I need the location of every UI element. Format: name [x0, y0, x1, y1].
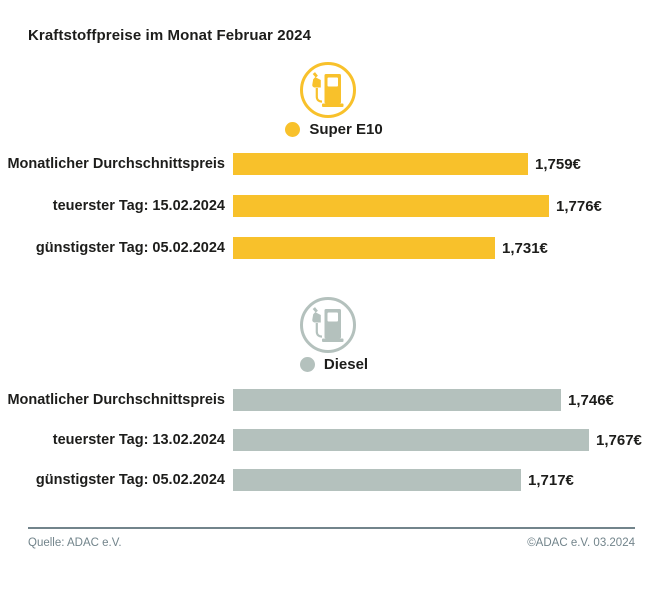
legend-dot — [299, 356, 315, 372]
legend-super-e10: Super E10 — [0, 120, 668, 138]
bar-value: 1,759€ — [535, 155, 581, 173]
legend-diesel: Diesel — [0, 355, 668, 373]
bar-label: teuerster Tag: 13.02.2024 — [52, 432, 225, 448]
bar-row: günstigster Tag: 05.02.2024 1,731€ — [0, 237, 668, 259]
bar-diesel-max — [233, 429, 589, 451]
bar-label: teuerster Tag: 15.02.2024 — [52, 198, 225, 214]
bar-diesel-min — [233, 469, 521, 491]
bar-label: Monatlicher Durchschnittspreis — [7, 392, 225, 408]
page-title: Kraftstoffpreise im Monat Februar 2024 — [28, 27, 312, 44]
bar-value: 1,717€ — [528, 471, 574, 489]
footer-copyright: ©ADAC e.V. 03.2024 — [527, 537, 635, 549]
bar-row: teuerster Tag: 13.02.2024 1,767€ — [0, 429, 668, 451]
bar-row: Monatlicher Durchschnittspreis 1,759€ — [0, 153, 668, 175]
bar-super-e10-min — [233, 237, 495, 259]
bar-row: Monatlicher Durchschnittspreis 1,746€ — [0, 389, 668, 411]
fuel-pump-icon — [299, 61, 357, 119]
bar-diesel-average — [233, 389, 561, 411]
legend-dot — [285, 121, 301, 137]
bar-row: teuerster Tag: 15.02.2024 1,776€ — [0, 195, 668, 217]
bar-super-e10-average — [233, 153, 528, 175]
bar-super-e10-max — [233, 195, 549, 217]
footer-divider — [28, 527, 635, 529]
bar-value: 1,776€ — [556, 197, 602, 215]
bar-value: 1,767€ — [596, 431, 642, 449]
legend-label: Super E10 — [309, 120, 383, 138]
bar-label: günstigster Tag: 05.02.2024 — [35, 472, 225, 488]
legend-label: Diesel — [323, 355, 369, 373]
bar-row: günstigster Tag: 05.02.2024 1,717€ — [0, 469, 668, 491]
footer-source: Quelle: ADAC e.V. — [28, 537, 122, 549]
bar-label: Monatlicher Durchschnittspreis — [7, 156, 225, 172]
bar-label: günstigster Tag: 05.02.2024 — [35, 240, 225, 256]
fuel-pump-icon — [299, 296, 357, 354]
bar-value: 1,731€ — [502, 239, 548, 257]
bar-value: 1,746€ — [568, 391, 614, 409]
